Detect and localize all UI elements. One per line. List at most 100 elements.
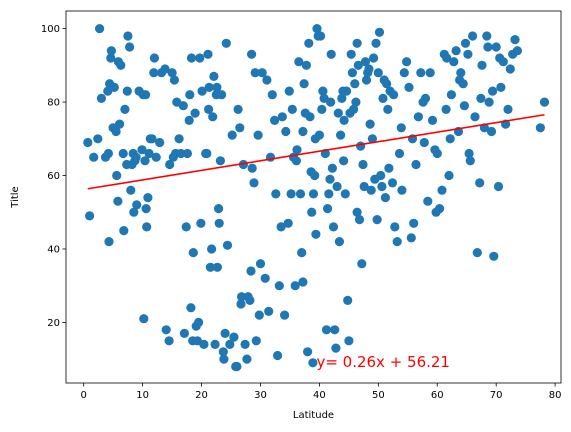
data-point — [274, 281, 284, 291]
data-point — [482, 31, 492, 41]
data-point — [489, 251, 499, 261]
data-point — [455, 75, 465, 85]
data-point — [212, 262, 222, 272]
data-point — [254, 310, 264, 320]
data-point — [392, 237, 402, 247]
data-point — [149, 53, 159, 63]
data-point — [188, 248, 198, 258]
data-point — [463, 49, 473, 59]
data-point — [143, 193, 153, 203]
data-point — [112, 170, 122, 181]
data-point — [307, 207, 317, 217]
data-point — [336, 130, 346, 140]
data-point — [343, 295, 353, 305]
data-point — [346, 49, 356, 59]
data-point — [340, 189, 350, 199]
data-point — [352, 207, 362, 217]
data-point — [420, 93, 431, 103]
data-point — [264, 306, 274, 316]
data-point — [459, 101, 469, 111]
data-point — [354, 215, 365, 225]
data-point — [140, 156, 150, 166]
data-point — [361, 75, 372, 85]
data-point — [397, 185, 407, 195]
data-point — [441, 104, 451, 114]
data-point — [185, 90, 195, 100]
data-point — [353, 60, 363, 70]
data-point — [406, 233, 416, 243]
data-point — [539, 97, 550, 107]
data-point — [103, 148, 113, 159]
data-point — [505, 64, 515, 74]
data-point — [321, 325, 332, 335]
data-point — [456, 68, 466, 78]
data-point — [484, 97, 494, 107]
data-point — [182, 148, 192, 159]
data-point — [186, 53, 197, 63]
data-point — [367, 134, 377, 144]
y-tick-label: 20 — [47, 318, 60, 329]
data-point — [246, 266, 256, 276]
data-point — [470, 112, 480, 122]
data-point — [444, 170, 454, 181]
data-point — [253, 130, 263, 140]
data-point — [442, 53, 452, 63]
data-point — [299, 79, 309, 89]
data-point — [207, 244, 217, 254]
data-point — [390, 222, 400, 232]
data-point — [423, 196, 433, 206]
data-point — [333, 108, 343, 118]
data-point — [394, 148, 405, 159]
data-point — [161, 325, 171, 335]
data-point — [147, 134, 157, 144]
x-tick-label: 0 — [80, 390, 86, 401]
data-point — [129, 207, 139, 217]
x-tick-label: 10 — [136, 390, 149, 401]
data-point — [132, 200, 142, 210]
data-point — [160, 64, 170, 74]
data-point — [328, 222, 339, 232]
data-point — [155, 137, 165, 148]
data-point — [196, 218, 206, 228]
data-point — [317, 104, 327, 114]
data-point — [197, 86, 207, 96]
data-point — [208, 112, 218, 122]
data-point — [437, 185, 447, 195]
data-point — [495, 53, 505, 63]
data-point — [167, 68, 177, 78]
data-point — [310, 134, 320, 144]
x-tick-label: 60 — [431, 390, 444, 401]
data-point — [174, 134, 184, 144]
data-point — [210, 339, 220, 349]
y-axis-ticks: 20 40 60 80 100 — [41, 24, 66, 329]
data-point — [286, 189, 296, 199]
data-point — [332, 181, 342, 192]
data-point — [249, 178, 259, 188]
data-point — [214, 218, 224, 228]
data-point — [237, 292, 247, 302]
data-point — [486, 126, 497, 137]
data-point — [217, 90, 227, 100]
data-point — [251, 336, 261, 346]
data-point — [318, 86, 328, 96]
data-point — [304, 38, 314, 48]
data-point — [276, 222, 286, 232]
data-point — [376, 170, 386, 181]
data-point — [232, 361, 242, 372]
data-point — [402, 57, 412, 67]
data-point — [350, 79, 360, 89]
data-point — [396, 123, 406, 133]
data-point — [292, 145, 302, 155]
data-point — [365, 119, 375, 129]
regression-line — [87, 113, 545, 190]
data-point — [255, 259, 266, 269]
data-point — [411, 159, 421, 170]
data-point — [190, 108, 200, 118]
data-point — [301, 60, 311, 70]
data-point — [233, 104, 243, 114]
data-point — [468, 31, 478, 41]
data-point — [349, 104, 359, 114]
data-point — [491, 42, 501, 52]
data-point — [427, 115, 438, 125]
data-point — [240, 339, 250, 349]
